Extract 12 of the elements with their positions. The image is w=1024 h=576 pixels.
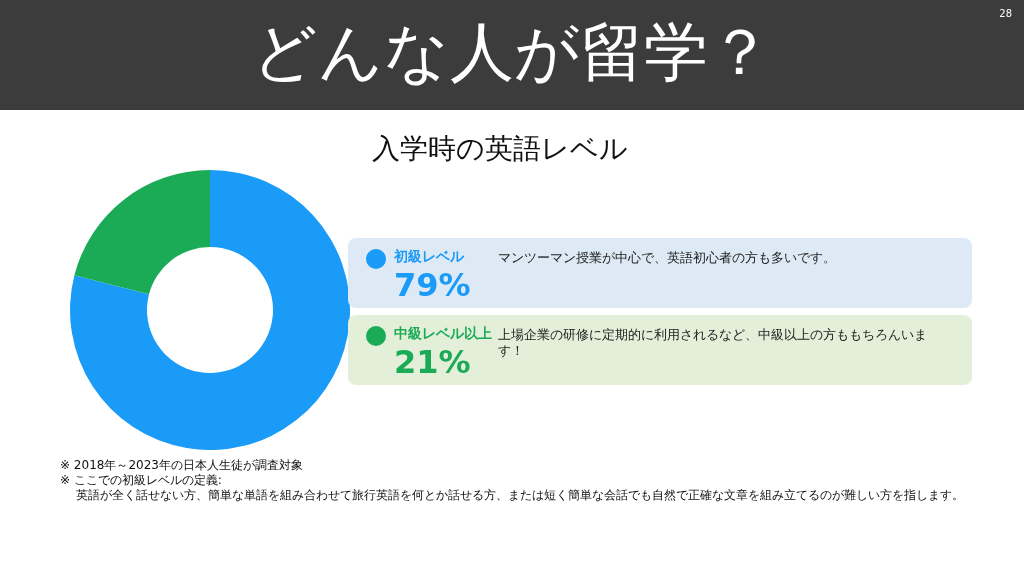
legend-label: 初級レベル [394,248,464,266]
data-label: 21% [394,343,471,381]
text: 上場企業の研修に定期的に利用されるなど、中級以上の方ももちろんいます！ [498,327,928,359]
text: マンツーマン授業が中心で、英語初心者の方も多いです。 [498,250,837,266]
chart-title: どんな人が留学？ [252,15,772,89]
text: ※ ここでの初級レベルの定義: [60,473,223,488]
text: ※ 2018年～2023年の日本人生徒が調査対象 [60,458,304,473]
text: 英語が全く話せない方、簡単な単語を組み合わせて旅行英語を何とか話せる方、または短く簡単な会話でも自然で正確な文章を組み立てるのが難しい方を指します。 [75,488,964,503]
legend-label: 中級レベル以上 [394,325,492,343]
data-label: 79% [394,266,471,304]
text: 28 [999,8,1012,19]
chart-subtitle: 入学時の英語レベル [371,131,629,167]
